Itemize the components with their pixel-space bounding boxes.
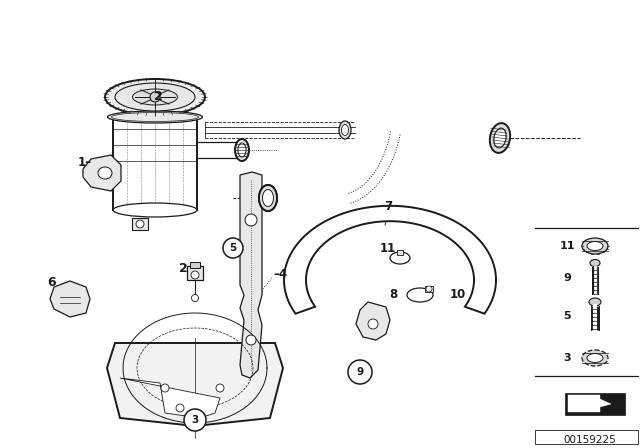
Ellipse shape (589, 298, 601, 306)
Bar (397, 250, 403, 255)
Text: 6: 6 (48, 276, 56, 289)
Text: 11: 11 (559, 241, 575, 251)
Circle shape (176, 404, 184, 412)
Ellipse shape (263, 190, 273, 206)
Circle shape (136, 220, 144, 228)
Text: 11: 11 (380, 241, 396, 254)
Ellipse shape (390, 252, 410, 264)
Ellipse shape (108, 111, 202, 123)
Polygon shape (50, 281, 90, 317)
Bar (565, 393, 625, 415)
Circle shape (161, 384, 169, 392)
Text: 9: 9 (356, 367, 364, 377)
Text: 2: 2 (179, 262, 188, 275)
Ellipse shape (490, 123, 510, 153)
Ellipse shape (259, 185, 277, 211)
Circle shape (426, 286, 432, 292)
Ellipse shape (98, 167, 112, 179)
Polygon shape (568, 395, 611, 412)
Bar (535, 430, 638, 444)
Bar (190, 262, 200, 268)
Text: –4: –4 (273, 268, 287, 281)
Ellipse shape (587, 353, 603, 362)
Polygon shape (284, 206, 496, 314)
Ellipse shape (262, 190, 273, 207)
Text: 5: 5 (563, 311, 571, 321)
Ellipse shape (113, 203, 197, 217)
Ellipse shape (587, 241, 603, 250)
Ellipse shape (407, 288, 433, 302)
Polygon shape (356, 302, 390, 340)
Ellipse shape (339, 121, 351, 139)
Ellipse shape (132, 89, 177, 105)
Ellipse shape (238, 143, 246, 157)
Circle shape (246, 335, 256, 345)
Text: 5: 5 (229, 243, 237, 253)
Text: 3: 3 (563, 353, 571, 363)
Ellipse shape (259, 185, 277, 211)
Ellipse shape (582, 238, 608, 254)
Text: 9: 9 (563, 273, 571, 283)
Ellipse shape (115, 83, 195, 111)
Ellipse shape (235, 139, 249, 161)
Ellipse shape (105, 79, 205, 115)
Text: 3: 3 (191, 415, 198, 425)
Circle shape (150, 92, 160, 102)
Circle shape (245, 214, 257, 226)
Circle shape (368, 319, 378, 329)
Ellipse shape (590, 259, 600, 267)
Text: 10: 10 (450, 289, 466, 302)
Text: 7: 7 (384, 201, 392, 214)
Circle shape (191, 271, 199, 279)
Bar (132, 218, 148, 230)
Bar (425, 286, 433, 292)
Polygon shape (120, 378, 220, 418)
Text: 1–: 1– (78, 155, 92, 168)
Polygon shape (240, 172, 262, 378)
Ellipse shape (582, 350, 608, 366)
Polygon shape (107, 343, 283, 426)
Ellipse shape (494, 128, 506, 148)
Text: 2: 2 (154, 90, 163, 103)
Text: 8: 8 (389, 289, 397, 302)
Ellipse shape (342, 125, 349, 135)
Text: 00159225: 00159225 (564, 435, 616, 445)
Bar (187, 266, 203, 280)
Circle shape (184, 409, 206, 431)
Circle shape (216, 384, 224, 392)
Circle shape (191, 294, 198, 302)
Polygon shape (83, 155, 121, 191)
Circle shape (223, 238, 243, 258)
Circle shape (348, 360, 372, 384)
